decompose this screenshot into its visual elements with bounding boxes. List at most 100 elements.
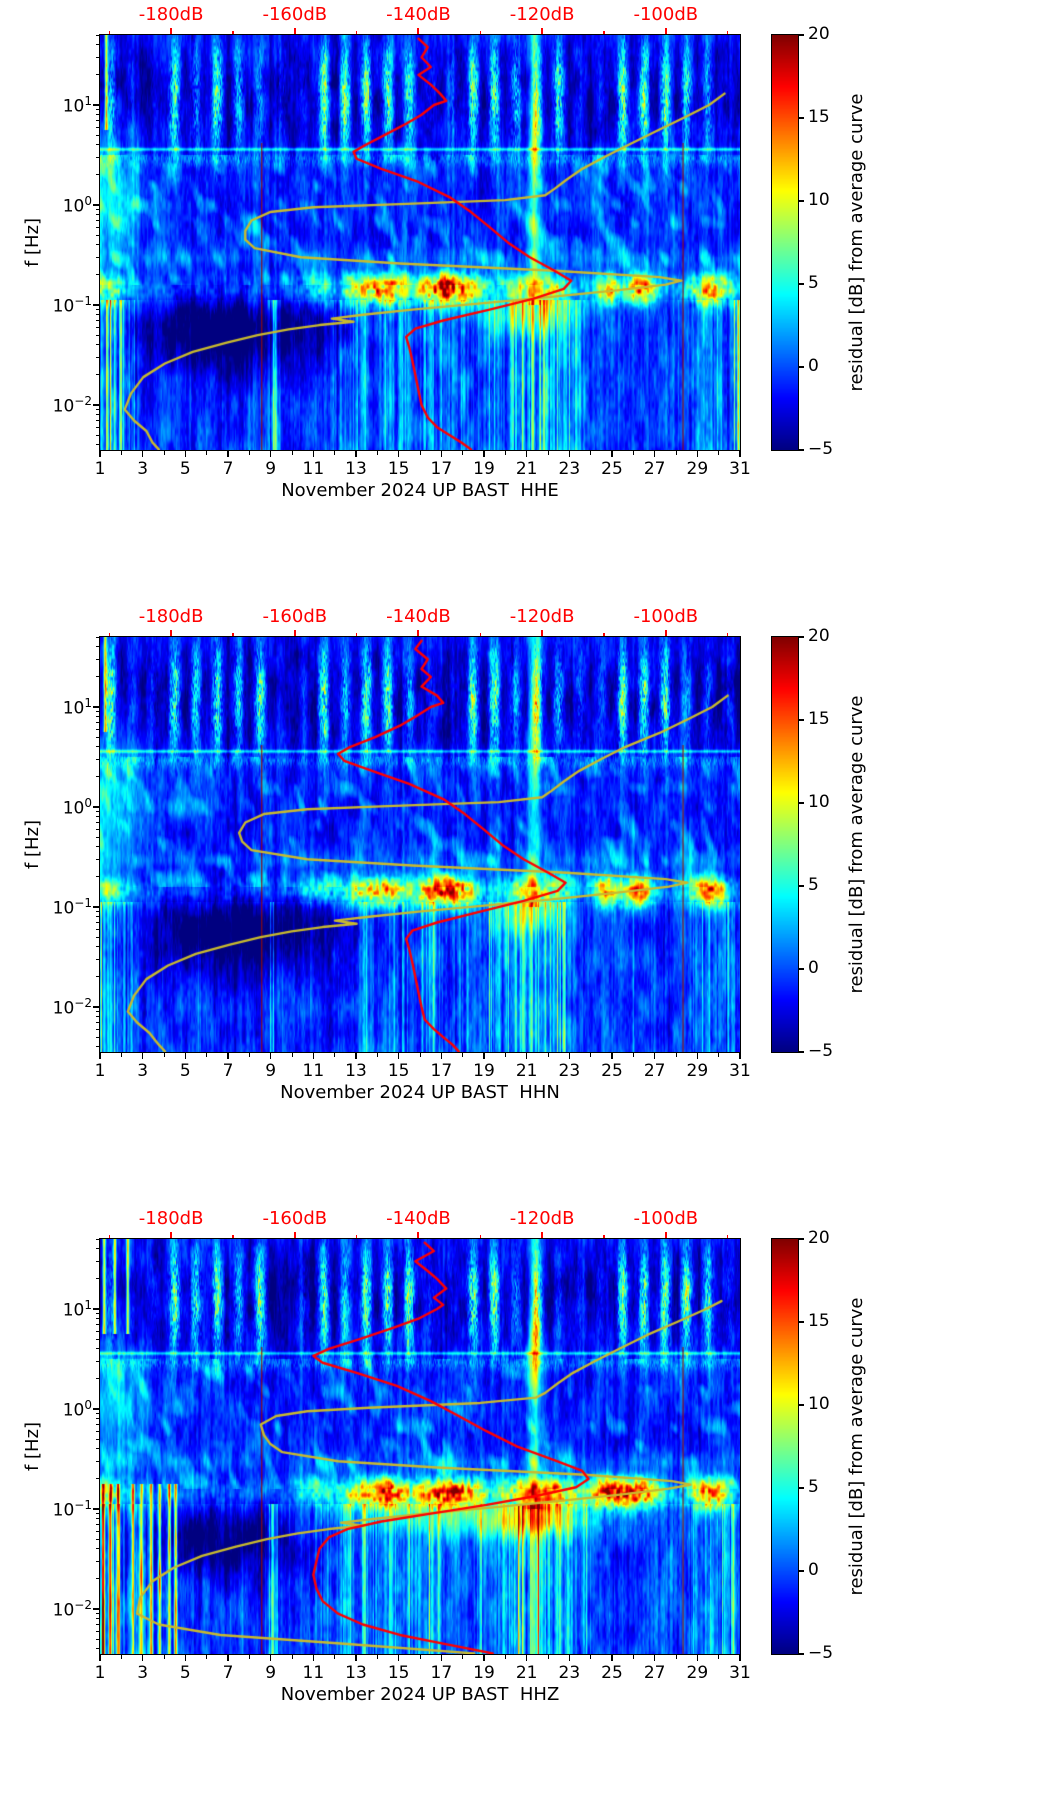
panel-hhn: f [Hz] November 2024 UP BAST HHN residua… — [0, 602, 1052, 1204]
x-axis-major-tick — [568, 1053, 571, 1059]
x-axis-major-tick — [440, 451, 443, 457]
y-axis-tick-label: 10−2 — [52, 996, 92, 1019]
y-axis-minor-tick — [95, 1021, 99, 1023]
y-axis-minor-tick — [95, 1530, 99, 1532]
y-axis-minor-tick — [95, 1430, 99, 1432]
x-axis-tick-label: 23 — [558, 1663, 581, 1683]
y-axis-major-tick — [93, 706, 99, 708]
x-axis-tick-label: 17 — [430, 1663, 453, 1683]
x-axis-minor-tick — [248, 1053, 250, 1057]
y-axis-minor-tick — [95, 1513, 99, 1515]
panel-hhz: f [Hz] November 2024 UP BAST HHZ residua… — [0, 1204, 1052, 1806]
top-axis-major-tick — [293, 28, 296, 34]
x-axis-minor-tick — [206, 1053, 208, 1057]
y-axis-minor-tick — [95, 1423, 99, 1425]
y-axis-minor-tick — [95, 1523, 99, 1525]
y-axis-minor-tick — [95, 226, 99, 228]
y-axis-minor-tick — [95, 958, 99, 960]
colorbar-tick — [799, 449, 804, 451]
y-axis-major-tick — [93, 1006, 99, 1008]
y-axis-major-tick — [93, 204, 99, 206]
y-axis-minor-tick — [95, 1638, 99, 1640]
y-axis-minor-tick — [95, 1618, 99, 1620]
top-axis-minor-tick — [355, 632, 358, 636]
y-axis-minor-tick — [95, 1560, 99, 1562]
y-axis-minor-tick — [95, 1330, 99, 1332]
x-axis-tick-label: 25 — [601, 1663, 623, 1683]
y-axis-minor-tick — [95, 1360, 99, 1362]
x-axis-major-tick — [184, 1655, 187, 1661]
x-axis-minor-tick — [632, 1053, 634, 1057]
x-axis-minor-tick — [718, 1053, 720, 1057]
colorbar-tick-label: −5 — [808, 439, 834, 459]
x-axis-tick-label: 5 — [179, 1061, 191, 1081]
colorbar-tick — [799, 1653, 804, 1655]
top-axis-tick-label: -140dB — [386, 4, 451, 25]
y-axis-minor-tick — [95, 356, 99, 358]
x-axis-minor-tick — [206, 1655, 208, 1659]
y-axis-major-tick — [93, 906, 99, 908]
y-axis-tick-label: 101 — [62, 696, 92, 719]
panel-hhe: f [Hz] November 2024 UP BAST HHE residua… — [0, 0, 1052, 602]
x-axis-minor-tick — [419, 451, 421, 455]
x-axis-major-tick — [653, 1053, 656, 1059]
y-axis-minor-tick — [95, 1648, 99, 1650]
top-axis-minor-tick — [355, 1234, 358, 1238]
spectrogram-hhn — [99, 636, 741, 1053]
y-axis-major-tick — [93, 404, 99, 406]
y-axis-minor-tick — [95, 144, 99, 146]
y-axis-tick-label: 100 — [62, 1398, 92, 1421]
x-axis-minor-tick — [291, 1053, 293, 1057]
y-axis-minor-tick — [95, 119, 99, 121]
colorbar-canvas — [772, 35, 798, 450]
x-axis-major-tick — [141, 1655, 144, 1661]
y-axis-tick-label: 10−1 — [52, 1498, 92, 1521]
y-axis-minor-tick — [95, 711, 99, 713]
x-axis-tick-label: 3 — [137, 1663, 149, 1683]
top-axis-tick-label: -120dB — [509, 606, 575, 627]
y-axis-tick-label: 10−1 — [52, 294, 92, 317]
y-axis-minor-tick — [95, 234, 99, 236]
top-axis-tick-label: -120dB — [509, 4, 575, 25]
x-axis-tick-label: 13 — [345, 1061, 367, 1081]
x-axis-minor-tick — [120, 1053, 122, 1057]
colorbar-tick-label: 15 — [808, 709, 830, 729]
y-axis-minor-tick — [95, 1313, 99, 1315]
colorbar-tick — [799, 1487, 804, 1489]
y-axis-minor-tick — [95, 34, 99, 36]
colorbar-tick — [799, 968, 804, 970]
x-axis-tick-label: 1 — [94, 1663, 106, 1683]
y-axis-minor-tick — [95, 776, 99, 778]
x-axis-major-tick — [355, 1053, 357, 1059]
colorbar-tick — [799, 34, 804, 36]
y-axis-minor-tick — [95, 1348, 99, 1350]
x-axis-major-tick — [525, 1053, 528, 1059]
colorbar-tick — [799, 366, 804, 368]
x-axis-major-tick — [269, 1655, 272, 1661]
y-axis-tick-label: 101 — [62, 94, 92, 117]
x-axis-major-tick — [483, 1655, 485, 1661]
y-axis-minor-tick — [95, 244, 99, 246]
y-axis-minor-tick — [95, 1028, 99, 1030]
x-axis-major-tick — [312, 1053, 315, 1059]
x-axis-major-tick — [696, 1053, 699, 1059]
x-axis-minor-tick — [675, 1655, 677, 1659]
x-axis-major-tick — [440, 1655, 443, 1661]
y-axis-minor-tick — [95, 309, 99, 311]
top-axis-major-tick — [541, 28, 544, 34]
x-axis-minor-tick — [206, 451, 208, 455]
y-axis-minor-tick — [95, 114, 99, 116]
x-axis-minor-tick — [504, 1655, 506, 1659]
spectrogram-heatmap-canvas — [100, 637, 740, 1052]
y-axis-minor-tick — [95, 334, 99, 336]
top-axis-minor-tick — [232, 1234, 234, 1238]
x-axis-major-tick — [483, 1053, 485, 1059]
y-axis-minor-tick — [95, 1011, 99, 1013]
spectrogram-hhz — [99, 1238, 741, 1655]
y-axis-tick-label: 100 — [62, 796, 92, 819]
x-axis-tick-label: 27 — [643, 459, 666, 479]
colorbar-tick — [799, 1321, 804, 1323]
y-axis-minor-tick — [95, 836, 99, 838]
colorbar-tick — [799, 200, 804, 202]
y-axis-minor-tick — [95, 1323, 99, 1325]
